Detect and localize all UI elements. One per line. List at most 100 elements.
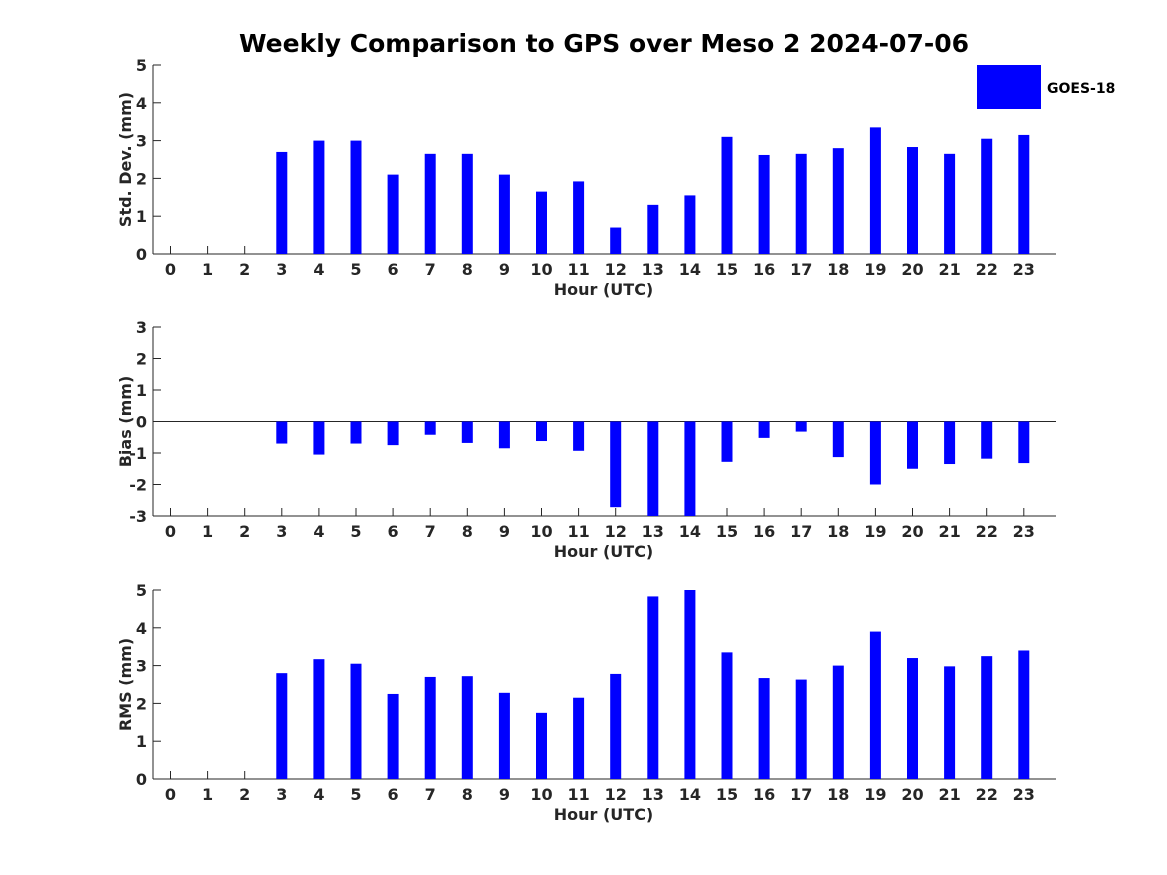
x-tick-label: 21	[938, 522, 960, 541]
x-tick-label: 13	[642, 260, 664, 279]
legend-swatch	[977, 65, 1041, 109]
x-tick-label: 11	[567, 785, 589, 804]
x-tick-label: 4	[313, 260, 324, 279]
x-tick-label: 7	[425, 785, 436, 804]
x-tick-label: 15	[716, 522, 738, 541]
x-tick-label: 22	[976, 522, 998, 541]
bar	[610, 674, 621, 779]
bar	[276, 422, 287, 444]
x-tick-label: 7	[425, 260, 436, 279]
bar	[351, 141, 362, 254]
x-tick-label: 23	[1013, 785, 1035, 804]
x-tick-label: 6	[388, 260, 399, 279]
bar	[425, 677, 436, 779]
x-tick-label: 13	[642, 522, 664, 541]
bar	[276, 152, 287, 254]
legend: GOES-18	[977, 65, 1115, 109]
x-tick-label: 18	[827, 260, 849, 279]
x-tick-label: 6	[388, 785, 399, 804]
bar	[1018, 650, 1029, 779]
bar	[1018, 422, 1029, 464]
x-tick-label: 8	[462, 522, 473, 541]
x-tick-label: 10	[530, 522, 552, 541]
x-tick-label: 8	[462, 260, 473, 279]
bar	[462, 154, 473, 254]
bar	[870, 632, 881, 779]
y-tick-label: 0	[136, 245, 147, 264]
x-tick-label: 5	[350, 785, 361, 804]
bar	[944, 422, 955, 465]
x-tick-label: 6	[388, 522, 399, 541]
x-tick-label: 11	[567, 260, 589, 279]
x-tick-label: 12	[605, 522, 627, 541]
x-tick-label: 20	[901, 260, 923, 279]
x-tick-label: 16	[753, 785, 775, 804]
x-tick-label: 17	[790, 260, 812, 279]
x-tick-label: 11	[567, 522, 589, 541]
bar	[276, 673, 287, 779]
bar	[573, 698, 584, 779]
chart-title: Weekly Comparison to GPS over Meso 2 202…	[239, 29, 969, 58]
x-tick-label: 18	[827, 785, 849, 804]
y-tick-label: 1	[136, 381, 147, 400]
x-axis-label: Hour (UTC)	[554, 805, 654, 824]
bar	[722, 137, 733, 254]
x-tick-label: 20	[901, 785, 923, 804]
x-tick-label: 13	[642, 785, 664, 804]
x-tick-label: 19	[864, 260, 886, 279]
bar	[981, 422, 992, 459]
bar	[499, 693, 510, 779]
bar	[833, 148, 844, 254]
y-tick-label: 2	[136, 694, 147, 713]
bar	[907, 147, 918, 254]
x-tick-label: 16	[753, 522, 775, 541]
y-tick-label: 5	[136, 581, 147, 600]
x-tick-label: 16	[753, 260, 775, 279]
bar	[796, 422, 807, 432]
x-tick-label: 5	[350, 260, 361, 279]
bar	[684, 590, 695, 779]
x-tick-label: 22	[976, 260, 998, 279]
x-tick-label: 12	[605, 260, 627, 279]
x-tick-label: 19	[864, 522, 886, 541]
x-tick-label: 23	[1013, 260, 1035, 279]
x-tick-label: 3	[276, 785, 287, 804]
x-tick-label: 3	[276, 522, 287, 541]
bar	[499, 422, 510, 449]
bar	[313, 422, 324, 455]
bar	[870, 422, 881, 485]
bar	[425, 154, 436, 254]
bar	[388, 175, 399, 254]
bar	[944, 666, 955, 779]
legend-label: GOES-18	[1047, 81, 1115, 97]
y-axis-label: RMS (mm)	[116, 638, 135, 731]
x-tick-label: 4	[313, 522, 324, 541]
x-tick-label: 1	[202, 785, 213, 804]
bar	[722, 422, 733, 462]
bar	[796, 154, 807, 254]
y-tick-label: 4	[136, 619, 147, 638]
x-tick-label: 20	[901, 522, 923, 541]
x-tick-label: 10	[530, 785, 552, 804]
x-tick-label: 17	[790, 522, 812, 541]
x-tick-label: 3	[276, 260, 287, 279]
x-tick-label: 21	[938, 260, 960, 279]
x-tick-label: 2	[239, 785, 250, 804]
bar-series	[276, 127, 1029, 254]
bar	[833, 666, 844, 779]
bar	[833, 422, 844, 458]
bar	[499, 175, 510, 254]
y-tick-label: 4	[136, 94, 147, 113]
x-tick-label: 4	[313, 785, 324, 804]
x-tick-label: 2	[239, 522, 250, 541]
x-tick-label: 15	[716, 260, 738, 279]
x-tick-label: 12	[605, 785, 627, 804]
x-axis-label: Hour (UTC)	[554, 280, 654, 299]
y-tick-label: 3	[136, 132, 147, 151]
bar	[462, 676, 473, 779]
x-tick-label: 8	[462, 785, 473, 804]
x-tick-label: 0	[165, 260, 176, 279]
bar	[907, 658, 918, 779]
x-tick-label: 0	[165, 522, 176, 541]
